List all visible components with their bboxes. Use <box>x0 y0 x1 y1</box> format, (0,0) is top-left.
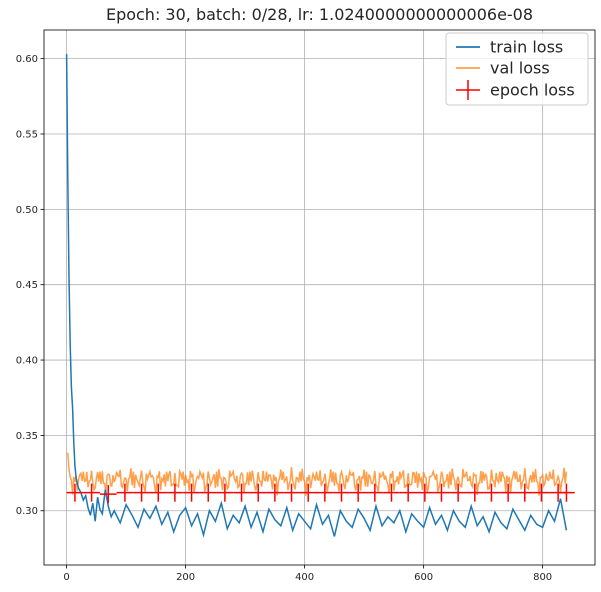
x-tick-label: 200 <box>176 572 195 583</box>
x-tick-label: 400 <box>295 572 314 583</box>
legend-label-val-loss: val loss <box>490 59 550 78</box>
legend-label-train-loss: train loss <box>490 38 563 57</box>
grid <box>44 30 595 565</box>
legend-box <box>445 32 589 106</box>
y-tick-label: 0.55 <box>16 129 38 140</box>
x-tick-label: 0 <box>63 572 69 583</box>
series-group <box>65 54 575 538</box>
y-tick-label: 0.40 <box>16 356 38 367</box>
y-tick-label: 0.60 <box>16 54 38 65</box>
train-loss-line <box>65 54 568 538</box>
x-tick-label: 800 <box>533 572 552 583</box>
axes-frame <box>43 29 596 566</box>
chart-title: Epoch: 30, batch: 0/28, lr: 1.0240000000… <box>106 5 533 24</box>
y-tick-label: 0.35 <box>16 431 38 442</box>
legend-label-epoch-loss: epoch loss <box>490 81 575 100</box>
x-tick-label: 600 <box>414 572 433 583</box>
y-tick-label: 0.50 <box>16 205 38 216</box>
ticks: 0 200 400 600 800 0.30 0.35 0.40 0.45 0.50 0.55 0.6… <box>16 54 552 583</box>
y-tick-label: 0.45 <box>16 280 38 291</box>
y-tick-label: 0.30 <box>16 506 38 517</box>
plot-area <box>65 54 575 538</box>
legend: train loss val loss epoch loss <box>445 32 589 106</box>
val-loss-line <box>66 452 568 496</box>
